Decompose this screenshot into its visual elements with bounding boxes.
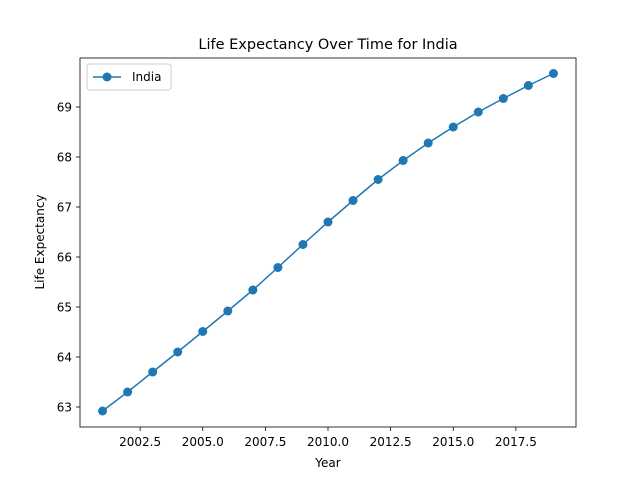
legend-box <box>86 63 172 91</box>
data-point <box>548 69 558 78</box>
y-tick-label: 65 <box>57 301 72 315</box>
legend-marker-india <box>102 72 112 82</box>
data-point <box>273 263 283 272</box>
data-point <box>173 347 183 357</box>
legend-label-india: India <box>132 70 161 84</box>
data-point <box>98 406 108 416</box>
series-layer <box>98 69 558 416</box>
data-point <box>323 217 333 227</box>
data-point <box>373 175 383 184</box>
plot-area <box>79 57 577 428</box>
x-tick-label: 2012.5 <box>370 435 412 449</box>
data-point <box>448 122 458 132</box>
x-tick-label: 2007.5 <box>244 435 286 449</box>
y-tick-label: 67 <box>57 201 72 215</box>
y-tick-label: 63 <box>57 401 72 415</box>
data-point <box>473 107 483 117</box>
y-tick-label: 69 <box>57 101 72 115</box>
data-point <box>298 240 308 249</box>
y-tick-label: 64 <box>57 351 72 365</box>
data-point <box>498 94 508 103</box>
x-tick-label: 2002.5 <box>119 435 161 449</box>
data-point <box>198 327 208 336</box>
legend: India <box>86 63 172 91</box>
data-point <box>148 367 158 377</box>
data-point <box>248 285 258 295</box>
data-point <box>123 387 133 397</box>
x-axis: 2002.5 2005.0 2007.5 2010.0 2012.5 2015.0 2017… <box>119 427 537 449</box>
data-point <box>223 306 233 316</box>
x-axis-label: Year <box>314 456 340 470</box>
y-axis: 63 64 65 66 67 68 69 <box>57 101 80 415</box>
x-tick-label: 2010.0 <box>307 435 349 449</box>
data-point <box>523 81 533 90</box>
y-tick-label: 66 <box>57 251 72 265</box>
data-point <box>423 138 433 148</box>
y-tick-label: 68 <box>57 151 72 165</box>
x-tick-label: 2017.5 <box>495 435 537 449</box>
y-axis-label: Life Expectancy <box>33 194 47 289</box>
x-tick-label: 2015.0 <box>432 435 474 449</box>
chart-title: Life Expectancy Over Time for India <box>198 37 457 53</box>
data-point <box>398 156 408 165</box>
x-tick-label: 2005.0 <box>182 435 224 449</box>
data-point <box>348 196 358 205</box>
